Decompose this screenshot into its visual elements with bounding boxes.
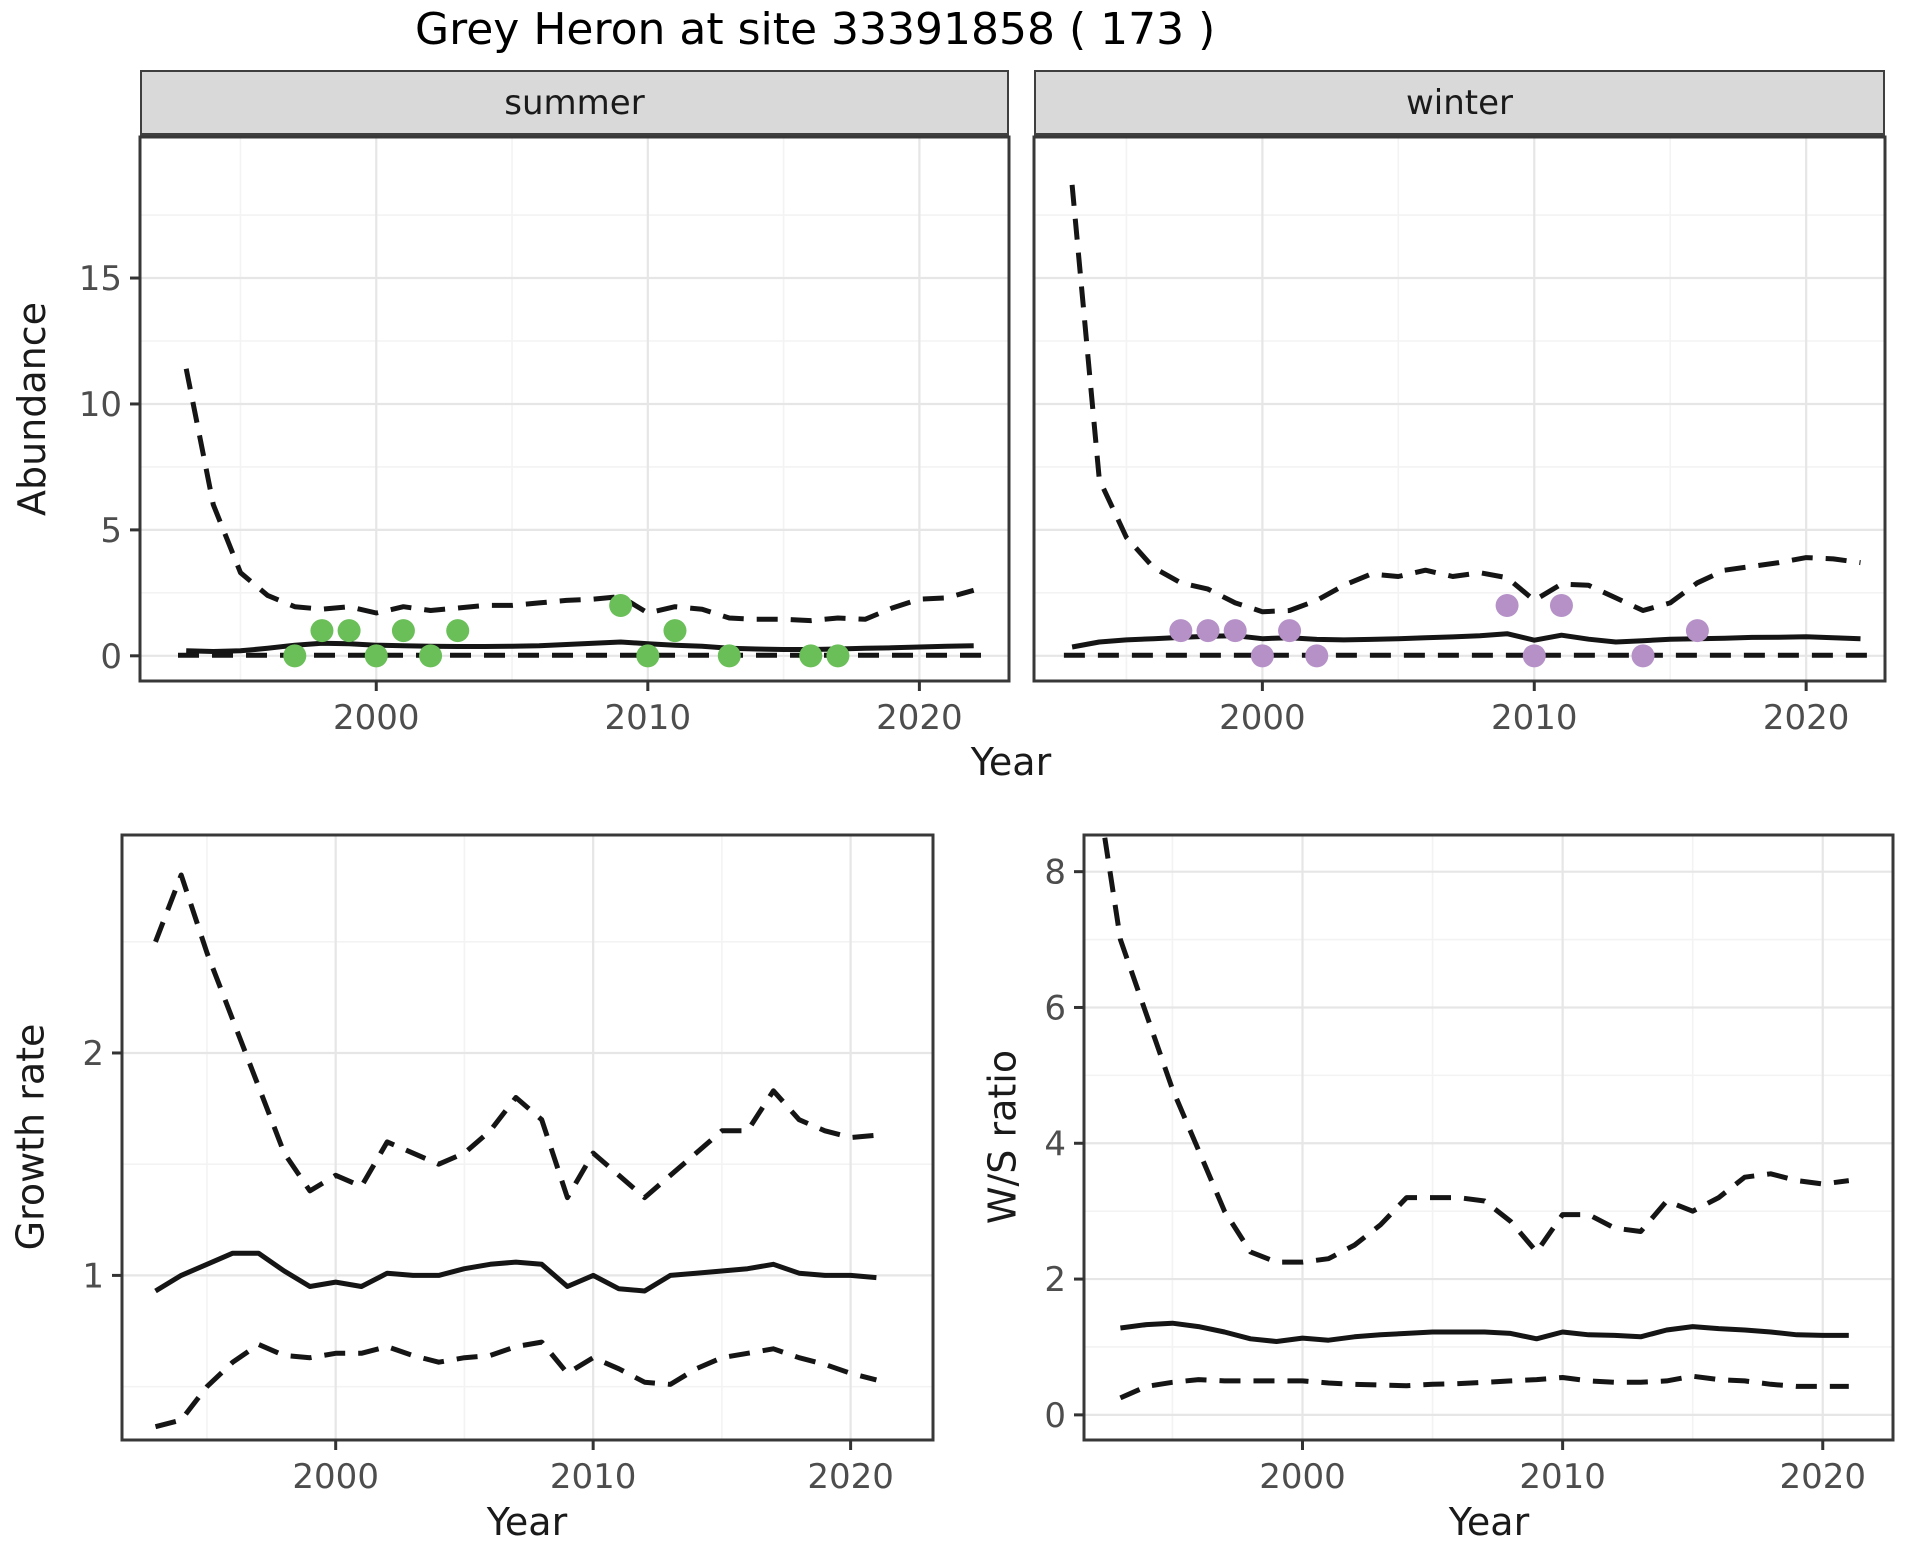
panel-border — [138, 135, 1011, 683]
y-tick-label: 1 — [82, 1256, 104, 1296]
panel-border — [120, 833, 935, 1442]
panel-background — [140, 137, 1009, 681]
series-observations — [283, 593, 850, 668]
panel-background — [1084, 835, 1893, 1440]
obs-point — [1685, 619, 1709, 643]
obs-point — [717, 644, 741, 668]
panel-border — [1082, 833, 1895, 1442]
x-tick-label: 2020 — [876, 698, 963, 738]
y-tick-label: 0 — [100, 637, 122, 677]
y-axis: 12 — [82, 1034, 122, 1296]
x-axis: 2000 2010 2020 — [1259, 1440, 1866, 1497]
series-mean — [154, 1250, 877, 1294]
x-tick-label: 2000 — [1219, 698, 1306, 738]
obs-point — [1549, 593, 1573, 617]
panel-background — [122, 835, 933, 1440]
obs-point — [1223, 619, 1247, 643]
obs-point — [1305, 644, 1329, 668]
x-tick-label: 2000 — [292, 1457, 379, 1497]
series-upper_ci — [1102, 837, 1850, 1265]
chart-title: Grey Heron at site 33391858 ( 173 ) — [415, 4, 1216, 55]
obs-point — [1495, 593, 1519, 617]
series-upper_ci — [1069, 184, 1861, 615]
panel-abundance_winter: 2000 2010 2020 — [1032, 135, 1887, 738]
series-layer — [1102, 837, 1850, 1401]
x-axis-title-year-top: Year — [970, 740, 1052, 784]
y-tick-label: 5 — [100, 511, 122, 551]
x-axis: 2000 2010 2020 — [292, 1440, 894, 1497]
obs-point — [446, 619, 470, 643]
obs-point — [419, 644, 443, 668]
series-layer — [1063, 184, 1872, 668]
grid-major — [140, 137, 1009, 681]
grid-major — [1084, 835, 1893, 1440]
obs-point — [799, 644, 823, 668]
series-layer — [153, 872, 878, 1430]
x-axis-title-year-ws: Year — [1448, 1500, 1530, 1544]
obs-point — [391, 619, 415, 643]
x-tick-label: 2010 — [1491, 698, 1578, 738]
x-tick-label: 2020 — [1779, 1457, 1866, 1497]
x-tick-label: 2000 — [333, 698, 420, 738]
y-axis: 0 5 10 15 — [79, 259, 140, 677]
obs-point — [636, 644, 660, 668]
x-axis-title-year-growth: Year — [486, 1500, 568, 1544]
panel-border — [1032, 135, 1887, 683]
y-tick-label: 4 — [1044, 1124, 1066, 1164]
obs-point — [1169, 619, 1193, 643]
y-axis: 0 2 4 6 8 — [1044, 853, 1084, 1436]
obs-point — [1631, 644, 1655, 668]
obs-point — [1522, 644, 1546, 668]
y-tick-label: 2 — [82, 1034, 104, 1074]
x-tick-label: 2020 — [1763, 698, 1850, 738]
obs-point — [826, 644, 850, 668]
obs-point — [663, 619, 687, 643]
x-tick-label: 2010 — [605, 698, 692, 738]
x-tick-label: 2010 — [550, 1457, 637, 1497]
x-tick-label: 2010 — [1519, 1457, 1606, 1497]
y-tick-label: 6 — [1044, 988, 1066, 1028]
grid-minor — [140, 137, 1009, 681]
obs-point — [609, 593, 633, 617]
facet-strip-summer-label: summer — [504, 82, 645, 123]
x-axis: 2000 2010 2020 — [333, 681, 963, 738]
series-upper_ci — [183, 368, 975, 624]
facet-strip-summer: summer — [140, 70, 1009, 137]
x-axis: 2000 2010 2020 — [1219, 681, 1849, 738]
obs-point — [1196, 619, 1220, 643]
y-tick-label: 2 — [1044, 1260, 1066, 1300]
panel-background — [1034, 137, 1885, 681]
obs-point — [1250, 644, 1274, 668]
obs-point — [1278, 619, 1302, 643]
y-tick-label: 15 — [79, 259, 122, 299]
panel-abundance_summer: 2000 2010 2020 0 5 10 15 — [79, 135, 1011, 738]
series-observations — [1169, 593, 1709, 668]
series-mean — [1120, 1320, 1849, 1344]
facet-strip-winter-label: winter — [1405, 82, 1514, 123]
y-tick-label: 8 — [1044, 853, 1066, 893]
series-layer — [178, 368, 985, 668]
obs-point — [283, 644, 307, 668]
y-tick-label: 10 — [79, 385, 122, 425]
x-tick-label: 2020 — [807, 1457, 894, 1497]
facet-strip-winter: winter — [1034, 70, 1885, 137]
panel-ws_ratio: 2000 2010 2020 0 2 4 6 8 — [1044, 833, 1895, 1497]
series-lower_ci — [154, 1339, 878, 1430]
grid-minor — [1034, 137, 1885, 681]
grid-minor — [1084, 835, 1893, 1440]
series-upper_ci — [153, 872, 877, 1201]
x-tick-label: 2000 — [1259, 1457, 1346, 1497]
obs-point — [310, 619, 334, 643]
y-tick-label: 0 — [1044, 1396, 1066, 1436]
grid-minor — [122, 835, 933, 1440]
obs-point — [337, 619, 361, 643]
obs-point — [364, 644, 388, 668]
grid-major — [1034, 137, 1885, 681]
